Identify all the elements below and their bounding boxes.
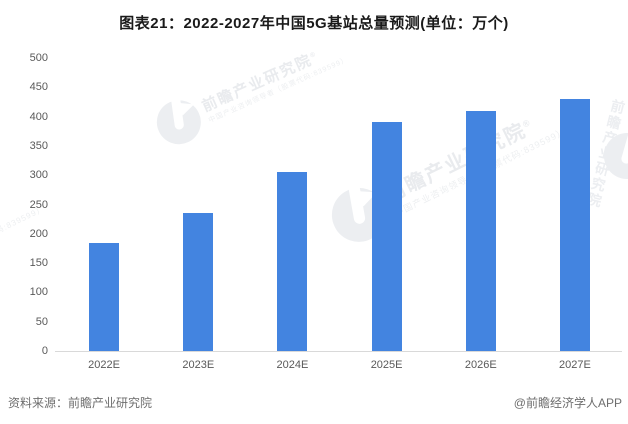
bar-slot-2023E: [151, 58, 245, 351]
bar-series: [57, 58, 622, 351]
y-tick-label-250: 250: [29, 198, 48, 211]
bar-2023E: [183, 213, 214, 351]
bar-slot-2026E: [434, 58, 528, 351]
y-tick-label-300: 300: [29, 169, 48, 182]
x-axis-line: [55, 351, 622, 352]
x-label-2022E: 2022E: [88, 359, 120, 371]
x-label-2027E: 2027E: [559, 359, 591, 371]
bar-2024E: [277, 172, 308, 351]
bar-slot-2025E: [340, 58, 434, 351]
y-tick-label-350: 350: [29, 139, 48, 152]
y-tick-label-0: 0: [41, 345, 48, 357]
x-label-2025E: 2025E: [370, 359, 403, 371]
bar-2025E: [371, 122, 402, 351]
credit-note: @前瞻经济学人APP: [513, 396, 622, 410]
y-tick-label-50: 50: [35, 315, 48, 328]
y-tick-label-150: 150: [29, 257, 48, 270]
y-tick-label-400: 400: [29, 110, 48, 123]
x-label-2023E: 2023E: [182, 359, 215, 371]
bar-2022E: [89, 242, 120, 351]
bar-2026E: [465, 110, 496, 351]
x-label-2024E: 2024E: [276, 359, 309, 371]
bar-slot-2027E: [528, 58, 622, 351]
y-tick-label-100: 100: [29, 286, 48, 299]
source-note: 资料来源：前瞻产业研究院: [8, 396, 153, 410]
y-tick-label-200: 200: [29, 227, 48, 240]
y-tick-label-500: 500: [29, 52, 48, 64]
x-label-2026E: 2026E: [464, 359, 497, 371]
y-tick-label-450: 450: [29, 81, 48, 94]
bar-slot-2024E: [245, 58, 339, 351]
y-axis: 0 50 100 150 200 250 300 350 400 450 500: [0, 52, 48, 357]
bar-2027E: [559, 99, 590, 351]
chart-title: 图表21：2022-2027年中国5G基站总量预测(单位：万个): [119, 15, 509, 32]
bar-slot-2022E: [57, 58, 151, 351]
x-axis-labels: 2022E 2023E 2024E 2025E 2026E 2027E: [57, 359, 622, 371]
